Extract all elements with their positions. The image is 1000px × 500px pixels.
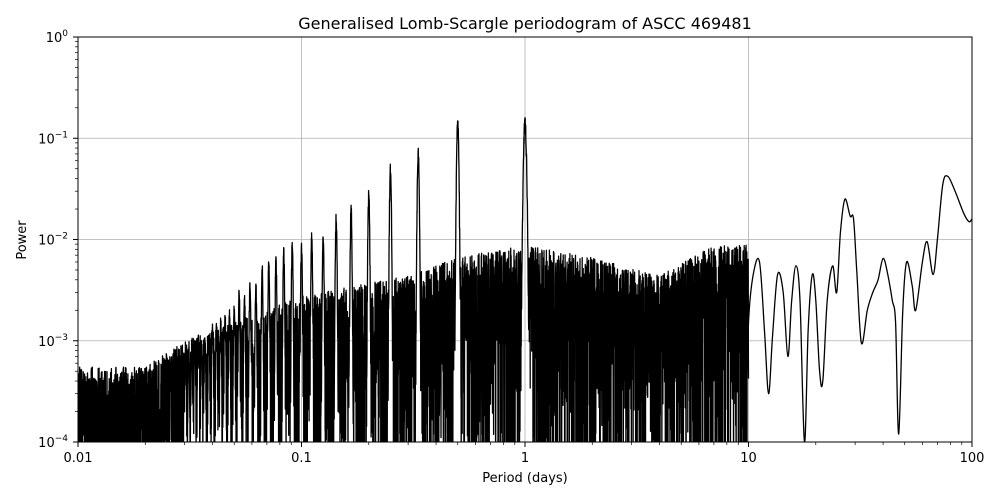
x-tick-label: 100 bbox=[960, 451, 985, 466]
y-tick-label: 100 bbox=[46, 29, 69, 46]
y-axis-label: Power bbox=[15, 220, 30, 260]
y-axis: 10−4 10−3 10−2 10−1 100 bbox=[38, 29, 78, 451]
y-tick-label: 10−1 bbox=[38, 130, 68, 147]
x-axis-label: Period (days) bbox=[482, 471, 568, 486]
y-tick-label: 10−3 bbox=[38, 333, 68, 350]
x-tick-label: 0.01 bbox=[64, 451, 93, 466]
y-tick-label: 10−4 bbox=[38, 434, 68, 451]
x-tick-label: 1 bbox=[521, 451, 529, 466]
x-tick-label: 10 bbox=[740, 451, 757, 466]
x-tick-label: 0.1 bbox=[291, 451, 312, 466]
chart-title: Generalised Lomb-Scargle periodogram of … bbox=[298, 14, 752, 33]
plot-area bbox=[78, 117, 972, 442]
power-series-line bbox=[78, 117, 972, 442]
y-tick-label: 10−2 bbox=[38, 232, 68, 249]
x-axis: 0.01 0.1 1 10 100 bbox=[64, 442, 985, 466]
